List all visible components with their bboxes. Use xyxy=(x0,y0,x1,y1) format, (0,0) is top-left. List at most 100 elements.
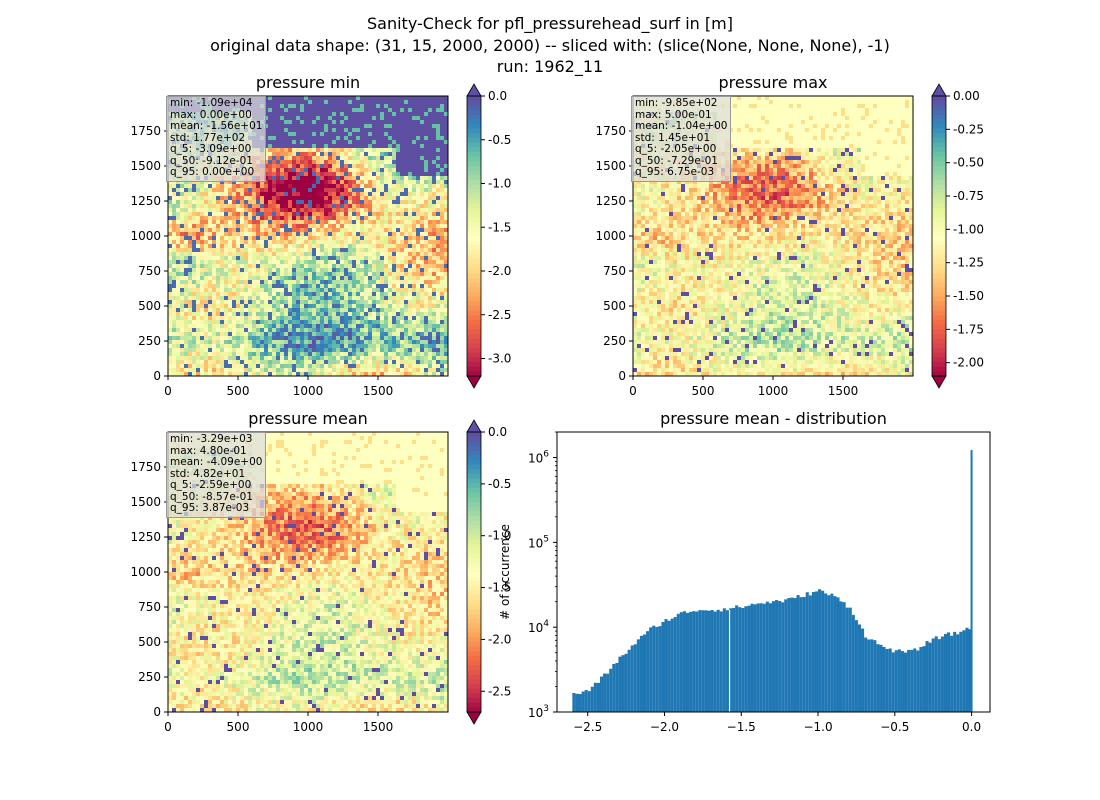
heatmap-cell xyxy=(356,372,361,377)
heatmap-cell xyxy=(424,332,429,337)
heatmap-cell xyxy=(356,288,361,293)
heatmap-cell xyxy=(400,280,405,285)
heatmap-cell xyxy=(336,300,341,305)
heatmap-cell xyxy=(408,188,413,193)
heatmap-cell xyxy=(320,104,325,109)
heatmap-cell xyxy=(272,116,277,121)
heatmap-cell xyxy=(348,288,353,293)
heatmap-cell xyxy=(232,216,237,221)
heatmap-cell xyxy=(208,224,213,229)
heatmap-cell xyxy=(220,212,225,217)
heatmap-cell xyxy=(268,364,273,369)
heatmap-cell xyxy=(188,200,193,205)
heatmap-cell xyxy=(296,228,301,233)
heatmap-cell xyxy=(332,96,337,101)
heatmap-cell xyxy=(248,236,253,241)
heatmap-cell xyxy=(232,212,237,217)
heatmap-cell xyxy=(168,276,173,281)
heatmap-cell xyxy=(280,132,285,137)
heatmap-cell xyxy=(248,300,253,305)
heatmap-cell xyxy=(264,328,269,333)
colorbar-segment xyxy=(467,245,481,251)
heatmap-cell xyxy=(368,140,373,145)
heatmap-cell xyxy=(280,304,285,309)
heatmap-cell xyxy=(424,268,429,273)
heatmap-cell xyxy=(324,268,329,273)
heatmap-cell xyxy=(264,368,269,373)
heatmap-cell xyxy=(296,108,301,113)
colorbar-segment xyxy=(467,329,481,335)
heatmap-cell xyxy=(204,236,209,241)
heatmap-cell xyxy=(176,344,181,349)
heatmap-cell xyxy=(388,272,393,277)
heatmap-cell xyxy=(312,220,317,225)
heatmap-cell xyxy=(384,120,389,125)
heatmap-cell xyxy=(228,360,233,365)
heatmap-cell xyxy=(240,268,245,273)
heatmap-cell xyxy=(324,296,329,301)
heatmap-cell xyxy=(384,208,389,213)
heatmap-cell xyxy=(432,348,437,353)
heatmap-cell xyxy=(368,312,373,317)
heatmap-cell xyxy=(432,368,437,373)
heatmap-cell xyxy=(388,332,393,337)
heatmap-cell xyxy=(332,196,337,201)
heatmap-cell xyxy=(408,96,413,101)
heatmap-cell xyxy=(372,168,377,173)
heatmap-cell xyxy=(196,356,201,361)
heatmap-cell xyxy=(360,124,365,129)
heatmap-cell xyxy=(224,372,229,377)
heatmap-cell xyxy=(216,320,221,325)
heatmap-cell xyxy=(432,144,437,149)
heatmap-cell xyxy=(368,292,373,297)
heatmap-cell xyxy=(252,204,257,209)
heatmap-cell xyxy=(304,276,309,281)
heatmap-cell xyxy=(420,228,425,233)
heatmap-cell xyxy=(256,260,261,265)
heatmap-cell xyxy=(176,324,181,329)
heatmap-cell xyxy=(300,360,305,365)
heatmap-cell xyxy=(348,224,353,229)
heatmap-cell xyxy=(372,276,377,281)
heatmap-cell xyxy=(308,208,313,213)
heatmap-cell xyxy=(308,216,313,221)
heatmap-cell xyxy=(276,304,281,309)
heatmap-cell xyxy=(224,272,229,277)
heatmap-cell xyxy=(188,252,193,257)
heatmap-cell xyxy=(256,368,261,373)
heatmap-cell xyxy=(348,96,353,101)
heatmap-cell xyxy=(396,124,401,129)
heatmap-cell xyxy=(376,256,381,261)
heatmap-cell xyxy=(416,244,421,249)
heatmap-cell xyxy=(248,360,253,365)
colorbar-segment xyxy=(467,180,481,186)
heatmap-cell xyxy=(332,172,337,177)
heatmap-cell xyxy=(344,320,349,325)
heatmap-cell xyxy=(180,200,185,205)
heatmap-cell xyxy=(348,368,353,373)
heatmap-cell xyxy=(388,104,393,109)
heatmap-cell xyxy=(356,316,361,321)
heatmap-cell xyxy=(396,344,401,349)
heatmap-cell xyxy=(176,252,181,257)
heatmap-cell xyxy=(428,128,433,133)
heatmap-cell xyxy=(264,284,269,289)
heatmap-cell xyxy=(208,264,213,269)
heatmap-cell xyxy=(384,308,389,313)
heatmap-cell xyxy=(300,140,305,145)
heatmap-cell xyxy=(304,120,309,125)
heatmap-cell xyxy=(416,232,421,237)
heatmap-cell xyxy=(348,180,353,185)
heatmap-cell xyxy=(280,212,285,217)
heatmap-cell xyxy=(444,336,449,341)
heatmap-cell xyxy=(384,108,389,113)
heatmap-cell xyxy=(420,216,425,221)
heatmap-cell xyxy=(400,316,405,321)
heatmap-cell xyxy=(372,176,377,181)
heatmap-cell xyxy=(408,104,413,109)
heatmap-cell xyxy=(280,300,285,305)
heatmap-cell xyxy=(252,208,257,213)
heatmap-cell xyxy=(372,180,377,185)
heatmap-cell xyxy=(212,180,217,185)
heatmap-cell xyxy=(352,240,357,245)
